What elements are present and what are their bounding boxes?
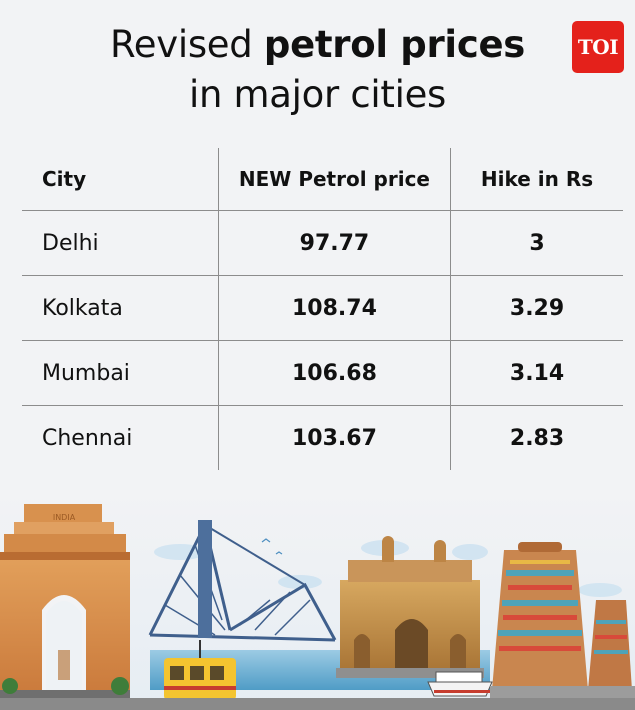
howrah-bridge (148, 520, 337, 642)
price-cell: 97.77 (217, 210, 451, 276)
tram (164, 640, 236, 700)
city-cell: Chennai (22, 405, 219, 470)
temple-gopuram (490, 542, 635, 710)
table-row: Kolkata 108.74 3.29 (22, 275, 623, 341)
page-title: Revised petrol prices in major cities (0, 20, 635, 120)
header-city: City (22, 148, 219, 211)
hike-cell: 2.83 (450, 405, 623, 470)
hike-cell: 3.14 (450, 340, 623, 406)
header-new-price: NEW Petrol price (217, 148, 451, 211)
hike-cell: 3 (450, 210, 623, 276)
city-cell: Delhi (42, 230, 99, 256)
price-table: City NEW Petrol price Hike in Rs Delhi 9… (22, 148, 623, 470)
price-cell: 103.67 (217, 405, 451, 470)
header-hike: Hike in Rs (450, 148, 623, 211)
title-bold: petrol prices (263, 23, 525, 66)
gateway-of-india (336, 536, 484, 678)
india-gate: INDIA (0, 504, 130, 710)
landmarks-illustration: INDIA (0, 490, 635, 710)
city-cell: Mumbai (22, 340, 219, 406)
title-line-1: Revised petrol prices (110, 23, 525, 66)
table-row: Mumbai 106.68 3.14 (22, 340, 623, 406)
price-cell: 106.68 (217, 340, 451, 406)
hike-cell: 3.29 (450, 275, 623, 341)
table-header-row: City NEW Petrol price Hike in Rs (22, 148, 623, 211)
ferry (427, 671, 493, 697)
title-line-2: in major cities (188, 73, 447, 116)
city-cell: Kolkata (22, 275, 219, 341)
table-row: Delhi 97.77 3 (22, 210, 623, 276)
price-cell: 108.74 (217, 275, 451, 341)
table-row: Chennai 103.67 2.83 (22, 405, 623, 470)
svg-text:INDIA: INDIA (53, 513, 76, 522)
toi-logo[interactable]: TOI (572, 21, 624, 73)
